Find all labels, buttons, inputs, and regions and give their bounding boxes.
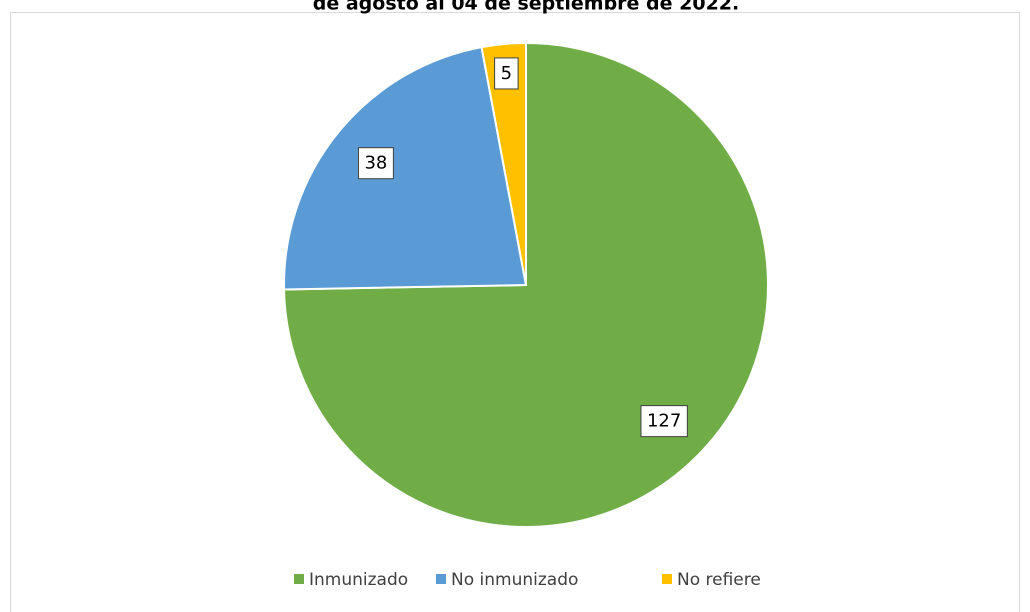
legend-label: No inmunizado (451, 570, 578, 590)
legend-label: No refiere (677, 570, 761, 590)
legend-swatch (662, 574, 672, 584)
data-label-box (494, 57, 519, 90)
pie-slice (283, 45, 528, 291)
data-label: 5 (501, 63, 512, 84)
legend-label: Inmunizado (309, 570, 408, 590)
data-label: 127 (647, 411, 681, 432)
pie-slice (480, 41, 527, 286)
legend-swatch (436, 574, 446, 584)
data-label-box (640, 405, 688, 438)
legend-swatch (294, 574, 304, 584)
data-label: 38 (364, 153, 387, 174)
data-label-box (357, 147, 394, 180)
chart-title: de agosto al 04 de septiembre de 2022. (313, 0, 740, 15)
